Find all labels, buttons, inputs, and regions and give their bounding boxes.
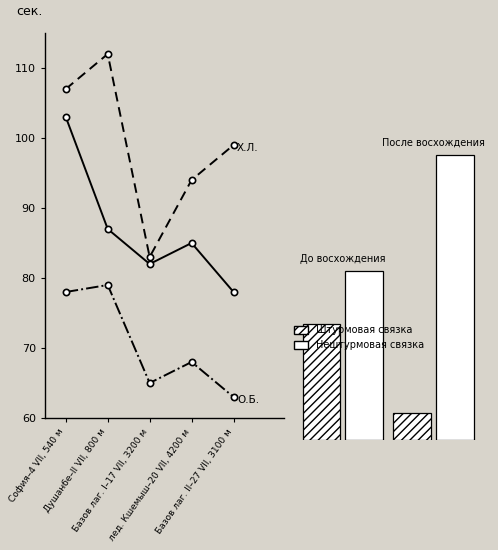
Text: О.Б.: О.Б.	[237, 395, 259, 405]
Bar	[393, 413, 431, 440]
Bar	[436, 155, 474, 440]
Bar	[345, 271, 383, 440]
Legend: Штурмовая связка, Нештурмовая связка: Штурмовая связка, Нештурмовая связка	[294, 325, 424, 350]
Text: сек.: сек.	[16, 4, 42, 18]
Text: После восхождения: После восхождения	[382, 138, 485, 148]
Bar	[303, 324, 341, 440]
Text: Х.Л.: Х.Л.	[237, 144, 258, 153]
Text: До восхождения: До восхождения	[300, 254, 385, 263]
